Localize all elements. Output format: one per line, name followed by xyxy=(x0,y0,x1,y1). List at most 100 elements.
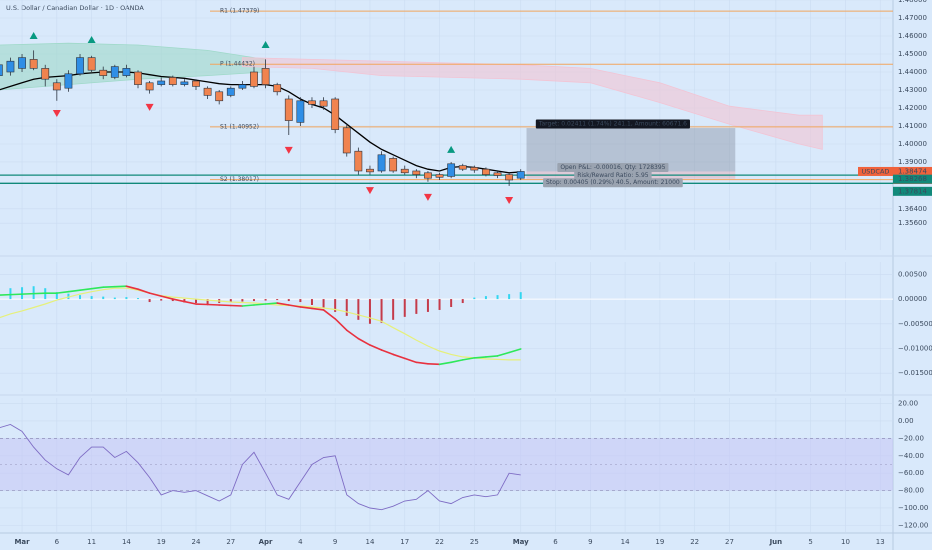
x-tick-label: 25 xyxy=(470,538,479,546)
histogram-bar xyxy=(508,294,511,300)
candle-body xyxy=(29,59,38,69)
histogram-bar xyxy=(67,293,70,300)
candle-body xyxy=(41,68,50,80)
macd-segment xyxy=(345,329,360,340)
signal-down xyxy=(423,193,432,201)
candle-body xyxy=(412,170,421,175)
y-tick-label: 1.36400 xyxy=(898,205,927,213)
histogram-bar xyxy=(32,286,35,300)
candle-body xyxy=(493,172,502,176)
x-tick-label: 6 xyxy=(55,538,60,546)
histogram-bar xyxy=(206,299,209,305)
symbol-box xyxy=(858,166,893,176)
candle-body xyxy=(516,171,525,179)
x-tick-label: 5 xyxy=(808,538,812,546)
signal-up xyxy=(87,35,96,43)
candle-body xyxy=(366,168,374,173)
pivot-label: P (1.44432) xyxy=(220,61,255,68)
y-tick-label: 1.43000 xyxy=(898,86,927,94)
cloud-red xyxy=(242,57,823,150)
histogram-bar xyxy=(264,299,267,301)
macd-segment xyxy=(253,303,267,306)
candle-body xyxy=(6,60,15,73)
candle-body xyxy=(377,154,386,172)
y-tick-label: 0.00000 xyxy=(898,295,927,303)
y-tick-label: 1.45000 xyxy=(898,50,927,58)
signal-down xyxy=(145,103,154,111)
histogram-bar xyxy=(357,299,360,320)
x-tick-label: 19 xyxy=(655,538,664,546)
histogram-bar xyxy=(415,299,418,314)
y-tick-label: −120.00 xyxy=(898,521,928,529)
x-tick-label: Apr xyxy=(259,538,273,546)
x-tick-label: 4 xyxy=(298,538,303,546)
macd-segment xyxy=(160,295,174,300)
candle-body xyxy=(458,165,467,170)
y-tick-label: −0.00500 xyxy=(898,320,932,328)
pivot-label: R1 (1.47379) xyxy=(220,8,259,15)
histogram-bar xyxy=(55,292,58,300)
x-tick-label: 14 xyxy=(365,538,374,546)
candle-body xyxy=(168,77,177,85)
macd-segment xyxy=(450,359,464,364)
candle-body xyxy=(157,80,166,85)
macd-segment xyxy=(264,302,278,305)
candle-body xyxy=(424,172,432,179)
y-tick-label: 1.44000 xyxy=(898,68,927,76)
macd-segment xyxy=(79,287,93,291)
histogram-bar xyxy=(194,299,197,304)
x-tick-label: 22 xyxy=(435,538,444,546)
symbol-label: USDCAD xyxy=(862,167,890,175)
candle-body xyxy=(99,69,108,76)
macd-segment xyxy=(299,306,313,310)
macd-segment xyxy=(125,285,139,290)
histogram-bar xyxy=(368,299,371,324)
candle-body xyxy=(122,68,131,76)
histogram-bar xyxy=(9,288,12,300)
macd-segment xyxy=(322,309,336,320)
histogram-bar xyxy=(484,296,487,300)
candle-body xyxy=(76,57,84,75)
candle-body xyxy=(203,87,212,96)
level-label: 1.37814 xyxy=(898,187,927,195)
candle-body xyxy=(296,100,305,123)
histogram-bar xyxy=(461,299,464,304)
macd-segment xyxy=(148,292,163,297)
x-tick-label: 10 xyxy=(841,538,850,546)
macd-segment xyxy=(287,304,302,308)
x-tick-label: Mar xyxy=(14,538,30,546)
target-label-box xyxy=(535,119,690,129)
macd-segment xyxy=(172,298,186,303)
macd-segment xyxy=(438,361,452,366)
histogram-bar xyxy=(322,299,325,308)
y-tick-label: 1.48000 xyxy=(898,0,927,4)
histogram-bar xyxy=(473,297,476,300)
candle-body xyxy=(87,57,96,71)
pivot-label: S2 (1.38017) xyxy=(220,176,259,183)
macd-segment xyxy=(90,286,105,290)
histogram-bar xyxy=(79,295,82,300)
candle-body xyxy=(284,98,293,121)
x-tick-label: 24 xyxy=(192,538,201,546)
macd-segment xyxy=(485,355,499,358)
macd-segment xyxy=(357,337,371,346)
y-tick-label: 0.00 xyxy=(898,417,914,425)
x-tick-label: 19 xyxy=(157,538,166,546)
candle-body xyxy=(354,150,363,172)
candle-body xyxy=(180,81,189,85)
histogram-bar xyxy=(310,299,313,306)
macd-segment xyxy=(56,290,70,294)
x-tick-label: 27 xyxy=(226,538,235,546)
candle-body xyxy=(0,64,3,76)
ratio-label-box xyxy=(574,170,652,180)
histogram-bar xyxy=(450,299,453,307)
signal-up xyxy=(447,145,456,153)
x-tick-label: Jun xyxy=(769,538,783,546)
y-tick-label: 1.46000 xyxy=(898,32,927,40)
candle-body xyxy=(447,163,456,177)
y-tick-label: 20.00 xyxy=(898,400,918,408)
y-tick-label: 1.40000 xyxy=(898,140,927,148)
histogram-bar xyxy=(90,296,93,300)
histogram-bar xyxy=(148,299,151,303)
y-tick-label: −60.00 xyxy=(898,469,924,477)
